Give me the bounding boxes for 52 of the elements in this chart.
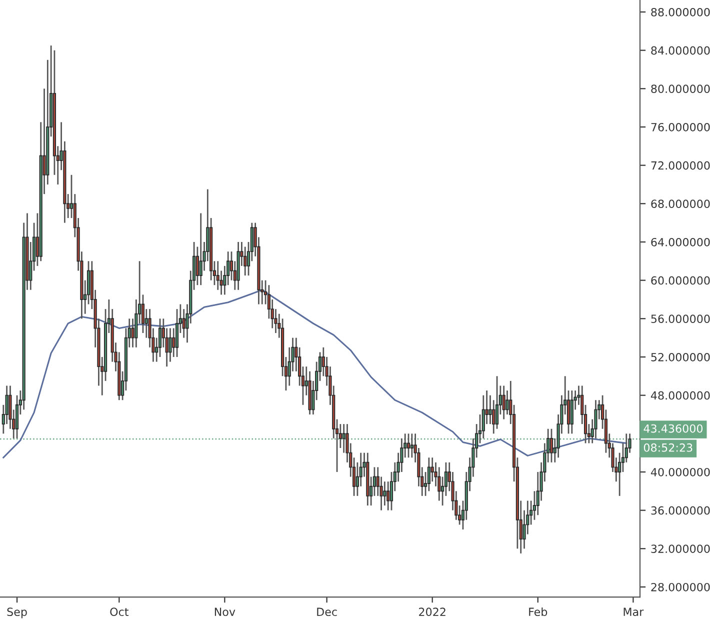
x-tick-label: Nov	[214, 608, 236, 616]
text: 08:52:23	[644, 443, 692, 452]
candlestick	[244, 246, 247, 276]
candlestick	[15, 394, 19, 440]
y-tick-label: 84.000000	[651, 46, 710, 55]
y-tick-label: 88.000000	[651, 8, 710, 16]
candlestick	[144, 308, 148, 338]
candlestick	[168, 328, 172, 362]
candlestick	[430, 456, 434, 482]
x-tick-label: Dec	[317, 608, 337, 616]
y-tick-label: 68.000000	[651, 200, 710, 208]
y-tick-label: 36.000000	[651, 506, 710, 515]
candlestick	[506, 390, 509, 416]
y-tick-label: 72.000000	[651, 161, 710, 170]
ref-line-label: 43.436000	[644, 424, 703, 433]
x-tick-label: Oct	[110, 608, 128, 616]
y-tick-label: 48.000000	[650, 391, 710, 400]
candlestick	[131, 318, 134, 348]
candlestick	[158, 318, 162, 358]
x-tick-label: Mar	[624, 608, 644, 616]
candlestick	[410, 432, 414, 458]
candlestick	[495, 375, 499, 430]
y-tick-label: 64.000000	[651, 238, 710, 246]
candlestick	[482, 394, 485, 440]
candlestick	[488, 394, 492, 425]
y-tick-label: 52.000000	[651, 352, 710, 362]
y-tick-label: 60.000000	[651, 276, 710, 285]
candlestick	[427, 456, 430, 492]
candlestick	[570, 390, 574, 434]
candlestick	[386, 480, 390, 511]
candlestick	[550, 428, 554, 464]
candlestick	[175, 308, 179, 358]
candlestick	[342, 423, 346, 454]
y-tick-label: 32.000000	[651, 544, 710, 554]
candlestick	[383, 480, 386, 506]
y-tick-label: 28.000000	[651, 582, 710, 592]
y-tick-label: 80.000000	[651, 84, 710, 94]
candlestick	[594, 399, 598, 440]
line-series	[2, 289, 628, 458]
candlestick	[438, 466, 441, 502]
candlestick	[492, 399, 496, 434]
y-tick-label: 76.000000	[651, 122, 710, 132]
y-tick-label: 56.000000	[651, 314, 710, 324]
x-tick-label: Sep	[7, 608, 27, 618]
y-tick-label: 40.000000	[650, 468, 710, 476]
candlestick	[199, 212, 202, 286]
candlestick	[406, 432, 410, 458]
candlestick	[182, 308, 186, 338]
x-tick-label: Feb	[529, 607, 548, 616]
x-tick-label: 2022	[419, 608, 446, 616]
candlestick	[216, 260, 220, 291]
candlestick	[502, 385, 506, 420]
